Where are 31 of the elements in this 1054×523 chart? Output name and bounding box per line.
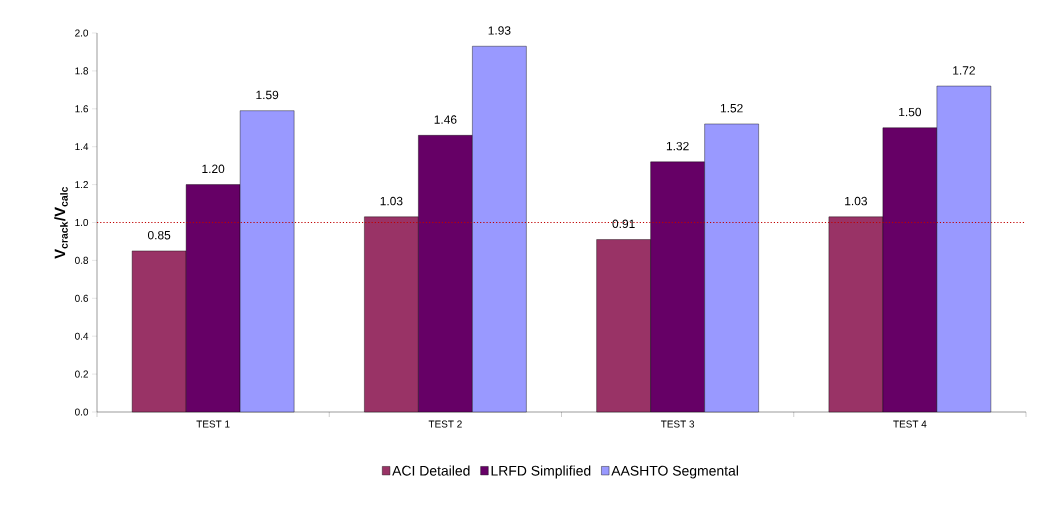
data-label: 1.03 bbox=[845, 196, 867, 206]
data-label: 0.91 bbox=[612, 219, 635, 229]
y-tick-label: 1.6 bbox=[75, 105, 89, 113]
x-tick-label: TEST 4 bbox=[893, 420, 927, 428]
x-tick-label: TEST 1 bbox=[196, 420, 230, 428]
x-tick-label: TEST 3 bbox=[660, 420, 695, 428]
y-tick-label: 1.0 bbox=[75, 218, 89, 227]
y-tick-label: 0.6 bbox=[75, 294, 89, 302]
y-tick-label: 0.8 bbox=[75, 256, 89, 264]
x-tick-label: TEST 2 bbox=[428, 420, 462, 428]
legend-label: ACI Detailed bbox=[392, 465, 470, 476]
data-label: 1.52 bbox=[720, 103, 743, 113]
data-label: 1.93 bbox=[488, 26, 511, 35]
y-tick-label: 1.4 bbox=[75, 143, 89, 151]
y-tick-label: 1.8 bbox=[75, 67, 89, 75]
data-label: 1.03 bbox=[380, 196, 403, 206]
data-label: 0.85 bbox=[147, 230, 171, 240]
legend-label: LRFD Simplified bbox=[491, 465, 591, 479]
y-tick-label: 0.2 bbox=[75, 370, 88, 378]
data-label: 1.46 bbox=[434, 115, 457, 124]
y-tick-label: 1.2 bbox=[75, 181, 88, 189]
y-tick-label: 0.4 bbox=[75, 332, 89, 340]
data-label: 1.72 bbox=[953, 66, 975, 75]
data-label: 1.59 bbox=[256, 90, 279, 100]
data-label: 1.32 bbox=[666, 141, 689, 151]
legend-label: AASHTO Segmental bbox=[611, 465, 738, 479]
data-label: 1.50 bbox=[899, 107, 922, 117]
y-tick-label: 2.0 bbox=[75, 29, 89, 37]
data-label: 1.20 bbox=[202, 164, 225, 174]
y-tick-label: 0.0 bbox=[75, 408, 89, 416]
y-axis-title: V$_{crack}$/V$_{calc}$ bbox=[54, 186, 68, 259]
